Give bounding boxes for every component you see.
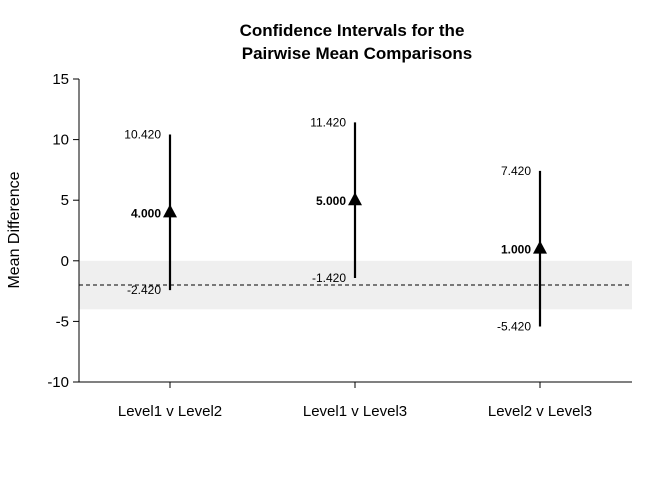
estimate-point xyxy=(348,192,362,206)
estimate-point xyxy=(533,240,547,254)
upper-bound-label: 11.420 xyxy=(310,115,346,129)
estimate-label: 1.000 xyxy=(501,243,531,257)
lower-bound-label: -1.420 xyxy=(312,271,346,285)
y-tick-label: 10 xyxy=(52,132,69,149)
lower-bound-label: -2.420 xyxy=(127,283,161,297)
estimate-label: 4.000 xyxy=(131,206,161,220)
upper-bound-label: 7.420 xyxy=(501,164,531,178)
y-tick-label: 0 xyxy=(61,253,69,270)
upper-bound-label: 10.420 xyxy=(124,128,161,142)
interval-marks: 10.420 4.000 -2.420 11.420 5.000 -1.420 7.420 1… xyxy=(124,115,547,333)
y-ticks: 15 10 5 0 -5 -10 xyxy=(47,71,79,391)
y-tick-label: -10 xyxy=(47,374,69,391)
x-category-label: Level1 v Level2 xyxy=(118,403,222,420)
chart-title-line-2: Pairwise Mean Comparisons xyxy=(242,44,473,63)
lower-bound-label: -5.420 xyxy=(497,319,531,333)
y-tick-label: 15 xyxy=(52,71,69,88)
y-tick-label: -5 xyxy=(56,313,69,330)
estimate-point xyxy=(163,204,177,218)
x-ticks: Level1 v Level2 Level1 v Level3 Level2 v L… xyxy=(118,382,592,420)
estimate-label: 5.000 xyxy=(316,194,346,208)
x-category-label: Level1 v Level3 xyxy=(303,403,407,420)
y-axis-label: Mean Difference xyxy=(6,171,23,288)
chart-title-line-1: Confidence Intervals for the xyxy=(240,21,465,40)
x-category-label: Level2 v Level3 xyxy=(488,403,592,420)
y-tick-label: 5 xyxy=(61,192,69,209)
